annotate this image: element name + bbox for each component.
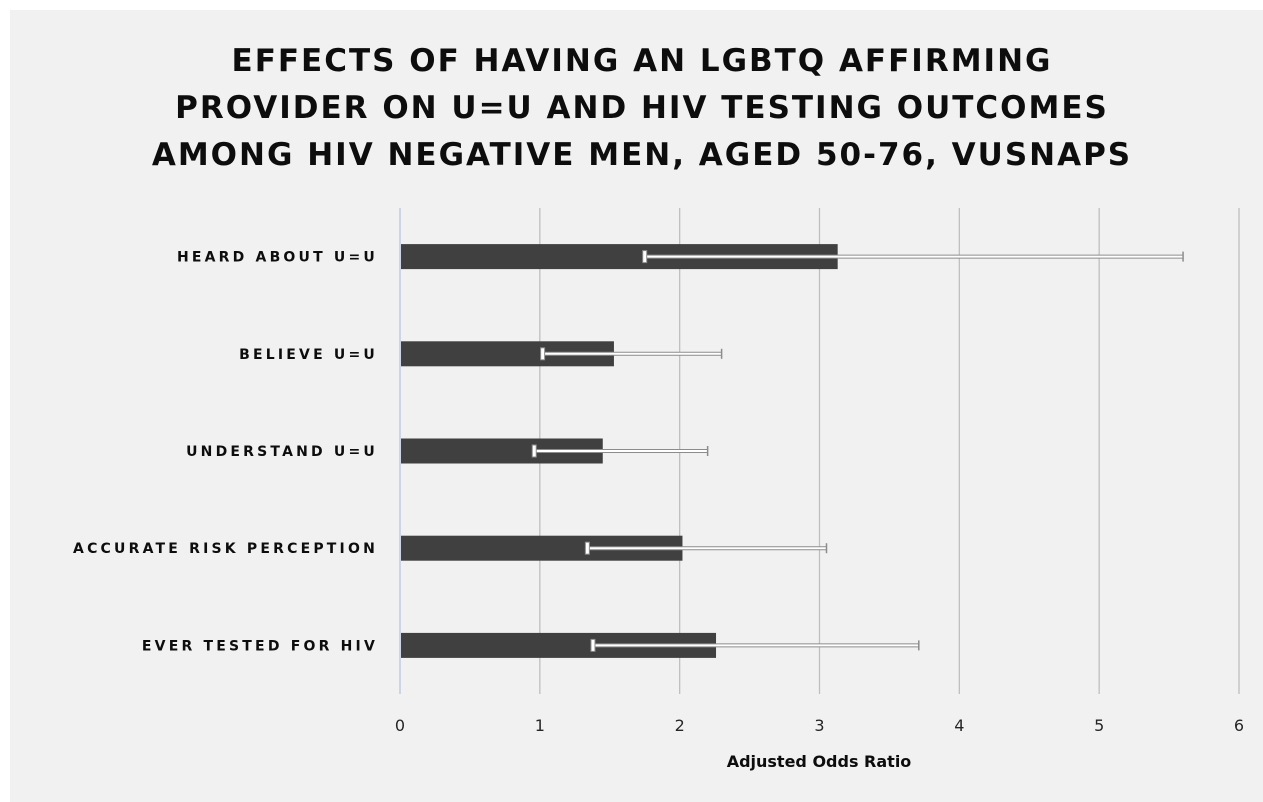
category-labels: HEARD ABOUT U=U BELIEVE U=U UNDERSTAND U=U… xyxy=(73,250,378,655)
error-bars xyxy=(531,250,1184,652)
x-tick-label: 1 xyxy=(535,716,545,735)
category-label: BELIEVE U=U xyxy=(239,347,378,363)
category-label: ACCURATE RISK PERCEPTION xyxy=(73,541,378,557)
plot-area: HEARD ABOUT U=U BELIEVE U=U UNDERSTAND U=U… xyxy=(73,208,1244,771)
x-tick-labels: 0 1 2 3 4 5 6 xyxy=(395,716,1244,735)
chart-title: EFFECTS OF HAVING AN LGBTQ AFFIRMING PRO… xyxy=(151,43,1133,173)
category-label: EVER TESTED FOR HIV xyxy=(142,638,378,654)
error-bar-cap-low xyxy=(540,347,546,361)
x-tick-label: 3 xyxy=(814,716,824,735)
chart-area: EFFECTS OF HAVING AN LGBTQ AFFIRMING PRO… xyxy=(10,10,1263,802)
category-label: UNDERSTAND U=U xyxy=(186,444,378,460)
error-bar-cap-low xyxy=(590,638,596,652)
error-bar-cap-low xyxy=(531,444,537,458)
error-bar-cap-low xyxy=(642,250,648,264)
x-tick-label: 5 xyxy=(1094,716,1104,735)
x-tick-label: 4 xyxy=(954,716,964,735)
error-bar-cap-low xyxy=(584,541,590,555)
gridlines xyxy=(399,208,1240,694)
category-label: HEARD ABOUT U=U xyxy=(177,250,378,266)
x-tick-label: 0 xyxy=(395,716,405,735)
x-tick-label: 6 xyxy=(1234,716,1244,735)
x-tick-label: 2 xyxy=(675,716,685,735)
x-axis-title: Adjusted Odds Ratio xyxy=(727,752,912,771)
